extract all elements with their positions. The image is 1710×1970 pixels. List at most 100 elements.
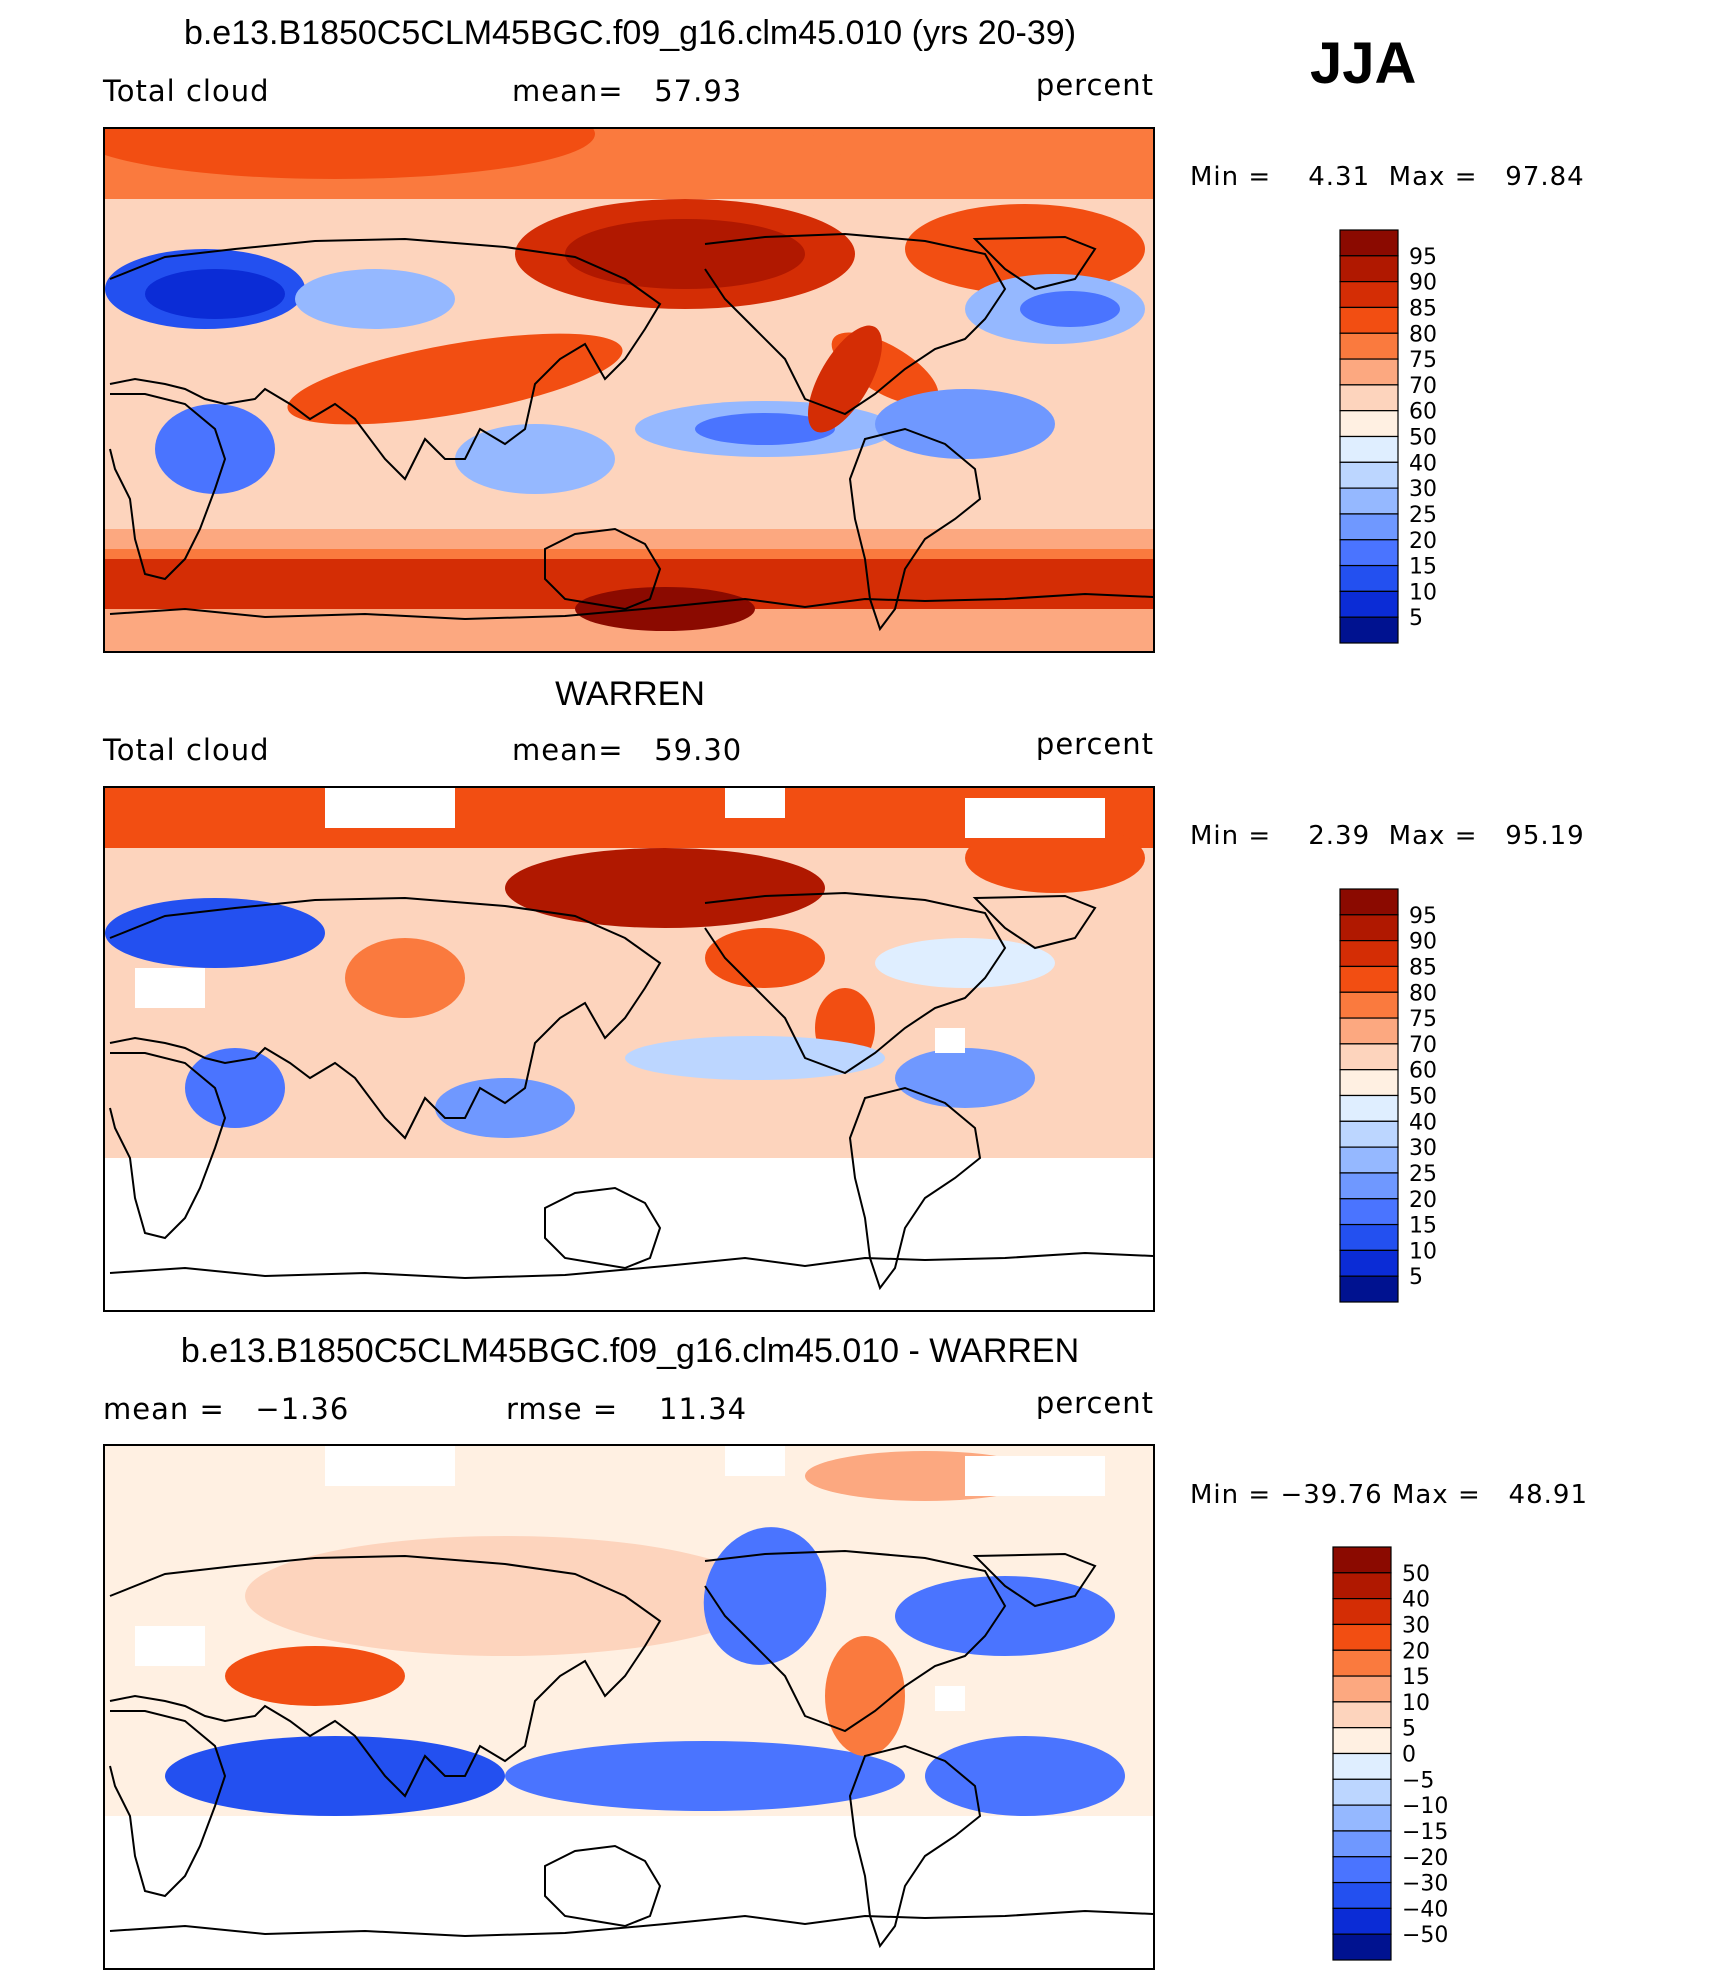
contour-region — [145, 269, 285, 319]
colorbar-label: 10 — [1409, 1239, 1437, 1264]
coastline — [972, 1552, 1097, 1608]
colorbar-label: 5 — [1409, 1265, 1423, 1290]
panel-title: WARREN — [555, 675, 705, 713]
colorbar-label: −15 — [1402, 1820, 1448, 1845]
contour-region — [345, 938, 465, 1018]
colorbar-box — [1339, 1043, 1399, 1071]
contour-region — [895, 1048, 1035, 1108]
missing-data-region — [935, 1028, 965, 1053]
colorbar-label: 15 — [1409, 555, 1437, 580]
colorbar-label: 80 — [1409, 981, 1437, 1006]
min-max-readout: Min = 4.31 Max = 97.84 — [1190, 162, 1585, 192]
missing-data-region — [325, 788, 455, 828]
contour-region — [165, 1736, 505, 1816]
colorbar-label: 15 — [1409, 1214, 1437, 1239]
min-value: −39.76 — [1280, 1480, 1383, 1510]
variable-label: Total cloud — [103, 74, 270, 108]
colorbar-box — [1332, 1675, 1392, 1703]
contour-region — [575, 587, 755, 631]
contour-region — [435, 1078, 575, 1138]
contour-field — [105, 788, 1153, 1310]
coastline — [972, 235, 1097, 291]
units-label: percent — [1035, 68, 1154, 102]
colorbar-label: 0 — [1402, 1743, 1416, 1768]
colorbar-box — [1332, 1623, 1392, 1651]
coastline — [704, 232, 1007, 416]
missing-data-region — [965, 1456, 1105, 1496]
units-label: percent — [1035, 1386, 1154, 1420]
colorbar-box — [1339, 914, 1399, 942]
colorbar-box — [1339, 1120, 1399, 1148]
colorbar-label: 20 — [1402, 1639, 1430, 1664]
contour-region — [245, 1536, 765, 1656]
contour-field — [105, 1446, 1153, 1968]
colorbar-label: 70 — [1409, 374, 1437, 399]
colorbar-label: 80 — [1409, 322, 1437, 347]
colorbar-box — [1332, 1546, 1392, 1574]
missing-data-region — [105, 1158, 1153, 1310]
colorbar-box — [1332, 1752, 1392, 1780]
colorbar-label: 25 — [1409, 1162, 1437, 1187]
colorbar-model: 95 90 85 80 75 70 60 50 40 30 25 20 15 10 5 — [1339, 229, 1459, 644]
mean-label: mean= 57.93 — [512, 74, 743, 108]
mean-value: 57.93 — [654, 74, 743, 108]
contour-region — [705, 928, 825, 988]
min-value: 2.39 — [1308, 821, 1371, 851]
min-max-readout: Min = 2.39 Max = 95.19 — [1190, 821, 1585, 851]
colorbar-box — [1332, 1701, 1392, 1729]
coastline — [848, 1744, 982, 1949]
colorbar-label: 95 — [1409, 245, 1437, 270]
contour-region — [875, 938, 1055, 988]
colorbar-box — [1339, 539, 1399, 567]
colorbar-label: 20 — [1409, 529, 1437, 554]
colorbar-label: 40 — [1409, 451, 1437, 476]
colorbar-box — [1339, 487, 1399, 515]
coastline — [109, 237, 662, 481]
colorbar-box — [1332, 1649, 1392, 1677]
colorbar-label: 30 — [1402, 1613, 1430, 1638]
contour-region — [808, 325, 882, 433]
contour-region — [965, 823, 1145, 893]
colorbar-box — [1332, 1830, 1392, 1858]
min-max-readout: Min = −39.76 Max = 48.91 — [1190, 1480, 1588, 1510]
max-value: 97.84 — [1505, 162, 1585, 192]
contour-region — [505, 848, 825, 928]
colorbar-label: −30 — [1402, 1872, 1448, 1897]
contour-region — [455, 424, 615, 494]
colorbar-label: 85 — [1409, 955, 1437, 980]
contour-region — [1020, 291, 1120, 327]
colorbar-box — [1339, 1249, 1399, 1277]
colorbar-box — [1332, 1856, 1392, 1884]
colorbar-box — [1339, 1146, 1399, 1174]
colorbar-box — [1332, 1804, 1392, 1832]
coastline — [704, 1549, 1007, 1733]
colorbar-label: −20 — [1402, 1846, 1448, 1871]
colorbar-box — [1339, 358, 1399, 386]
contour-region — [825, 1636, 905, 1756]
map-svg — [105, 129, 1153, 651]
coastline — [109, 393, 227, 581]
colorbar-box — [1339, 1172, 1399, 1200]
colorbar-obs: 95 90 85 80 75 70 60 50 40 30 25 20 15 10 5 — [1339, 888, 1459, 1303]
colorbar-label: 40 — [1402, 1588, 1430, 1613]
colorbar-box — [1332, 1881, 1392, 1909]
colorbar-label: 50 — [1402, 1562, 1430, 1587]
contour-region — [875, 389, 1055, 459]
coastline — [848, 427, 982, 632]
contour-band — [105, 529, 1153, 549]
colorbar-label: 75 — [1409, 348, 1437, 373]
colorbar-label: −50 — [1402, 1923, 1448, 1948]
colorbar-box — [1339, 306, 1399, 334]
colorbar-label: −5 — [1402, 1768, 1434, 1793]
colorbar-label: 50 — [1409, 1085, 1437, 1110]
contour-region — [105, 129, 595, 179]
coastline — [109, 592, 1153, 621]
contour-region — [625, 1036, 885, 1080]
colorbar-box — [1339, 888, 1399, 916]
colorbar-label: 60 — [1409, 1059, 1437, 1084]
colorbar-label: −40 — [1402, 1897, 1448, 1922]
map-svg — [105, 788, 1153, 1310]
mean-value: −1.36 — [255, 1392, 350, 1426]
